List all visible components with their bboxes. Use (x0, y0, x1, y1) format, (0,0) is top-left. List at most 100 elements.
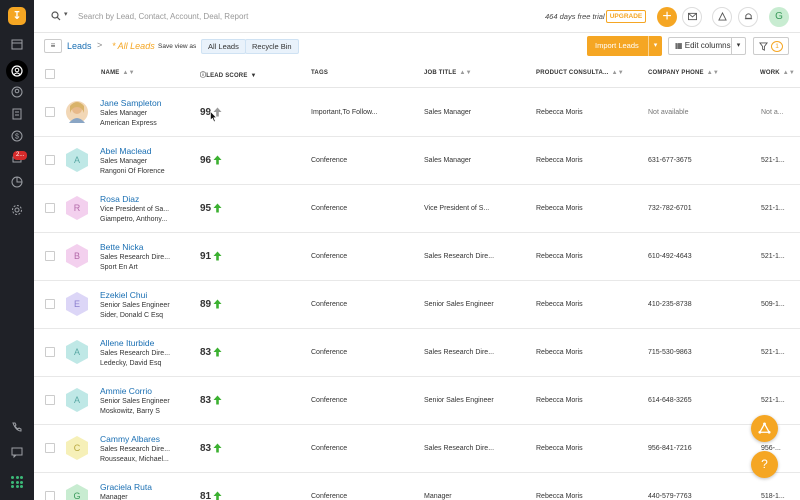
lead-company-phone: Not available (648, 109, 689, 116)
lead-score-value: 95 (200, 203, 212, 214)
lead-title: Sales Research Dire... (100, 446, 171, 453)
mail-icon[interactable] (682, 7, 702, 27)
filter-count-badge: 1 (771, 41, 783, 52)
edit-columns-button[interactable]: ▦ Edit columns ▾ (668, 37, 746, 55)
apps-grid-icon[interactable] (11, 476, 23, 488)
network-triangle-icon[interactable] (751, 415, 778, 442)
lead-score-value: 99 (200, 107, 212, 118)
score-up-arrow-icon (213, 251, 222, 261)
column-header-work[interactable]: WORK ▲▼ (760, 70, 796, 76)
row-checkbox[interactable] (45, 491, 55, 500)
avatar: G (65, 483, 89, 500)
lead-company-phone: 631-677-3675 (648, 157, 692, 164)
table-row[interactable]: G Graciela Ruta Manager 81 Conference Manager… (34, 473, 800, 500)
user-avatar[interactable]: G (769, 7, 789, 27)
column-header-tags[interactable]: TAGS (311, 70, 329, 76)
avatar-initial: B (73, 251, 80, 261)
lead-job-title: Sales Research Dire... (424, 349, 495, 356)
phone-icon[interactable] (9, 421, 25, 437)
select-all-checkbox[interactable] (45, 69, 55, 79)
row-checkbox[interactable] (45, 155, 55, 165)
avatar (65, 99, 89, 125)
lead-tags: Important,To Follow... (311, 109, 378, 116)
edit-columns-caret-icon[interactable]: ▾ (731, 38, 745, 54)
lead-name-link[interactable]: Ezekiel Chui (100, 290, 148, 300)
table-row[interactable]: A Ammie Corrio Senior Sales Engineer Moskow… (34, 377, 800, 425)
lead-name-link[interactable]: Ammie Corrio (100, 386, 152, 396)
avatar: A (65, 387, 89, 413)
help-button[interactable]: ? (751, 451, 778, 478)
table-row[interactable]: E Ezekiel Chui Senior Sales Engineer Sider,… (34, 281, 800, 329)
column-header-company-phone[interactable]: COMPANY PHONE ▲▼ (648, 70, 719, 76)
column-header-lead-score[interactable]: ⓘLEAD SCORE ▼ (200, 73, 257, 79)
leads-nav-icon[interactable] (6, 60, 28, 82)
row-checkbox[interactable] (45, 107, 55, 117)
lead-name-link[interactable]: Jane Sampleton (100, 98, 162, 108)
search-scope-caret-icon[interactable]: ▾ (64, 11, 68, 18)
lead-job-title: Sales Manager (424, 157, 472, 164)
breadcrumb-leads[interactable]: Leads (67, 41, 92, 51)
app-logo-icon[interactable]: ↧ (8, 7, 26, 25)
column-header-product-consultant[interactable]: PRODUCT CONSULTA... ▲▼ (536, 70, 624, 76)
lead-name-link[interactable]: Rosa Diaz (100, 194, 140, 204)
lead-name-link[interactable]: Graciela Ruta (100, 482, 152, 492)
avatar-initial: R (73, 203, 81, 213)
column-header-job-title[interactable]: JOB TITLE ▲▼ (424, 70, 472, 76)
row-checkbox[interactable] (45, 395, 55, 405)
lead-title: Sales Manager (100, 158, 148, 165)
row-checkbox[interactable] (45, 443, 55, 453)
score-up-arrow-icon (213, 395, 222, 405)
row-checkbox[interactable] (45, 347, 55, 357)
contact-icon[interactable] (9, 86, 25, 102)
avatar-initial: A (73, 155, 80, 165)
save-view-as-link[interactable]: Save view as (158, 43, 197, 50)
table-row[interactable]: A Abel Maclead Sales Manager Rangoni Of Flo… (34, 137, 800, 185)
row-checkbox[interactable] (45, 251, 55, 261)
filter-button[interactable]: 1 (753, 37, 789, 55)
column-header-name[interactable]: NAME ▲▼ (101, 70, 135, 76)
filter-icon (759, 42, 768, 51)
all-leads-view-pill[interactable]: All Leads (201, 39, 246, 54)
lead-name-link[interactable]: Bette Nicka (100, 242, 144, 252)
lead-company-phone: 610-492-4643 (648, 253, 692, 260)
reports-icon[interactable] (9, 176, 25, 192)
lead-product-consultant: Rebecca Moris (536, 253, 583, 260)
sort-icon: ▲▼ (706, 70, 719, 76)
table-row[interactable]: C Cammy Albares Sales Research Dire... Rous… (34, 425, 800, 473)
lead-score-value: 91 (200, 251, 212, 262)
add-plus-icon[interactable]: + (657, 7, 677, 27)
score-up-arrow-icon (213, 107, 222, 117)
svg-text:$: $ (15, 134, 19, 141)
lead-job-title: Sales Research Dire... (424, 253, 495, 260)
calendar-icon[interactable] (9, 38, 25, 54)
search-icon[interactable] (51, 11, 61, 21)
lead-name-link[interactable]: Abel Maclead (100, 146, 152, 156)
import-leads-button[interactable]: Import Leads ▾ (587, 36, 662, 56)
lead-work-phone: Not a... (761, 109, 784, 116)
deals-icon[interactable]: $ (9, 130, 25, 146)
lead-product-consultant: Rebecca Moris (536, 205, 583, 212)
row-checkbox[interactable] (45, 203, 55, 213)
chat-icon[interactable] (9, 446, 25, 462)
lead-work-phone: 956-... (761, 445, 781, 452)
lead-score-value: 81 (200, 491, 212, 500)
table-row[interactable]: R Rosa Diaz Vice President of Sa... Giampet… (34, 185, 800, 233)
recycle-bin-view-pill[interactable]: Recycle Bin (245, 39, 299, 54)
table-row[interactable]: A Allene Iturbide Sales Research Dire... Le… (34, 329, 800, 377)
table-row[interactable]: Jane Sampleton Sales Manager American Expr… (34, 89, 800, 137)
table-row[interactable]: B Bette Nicka Sales Research Dire... Sport … (34, 233, 800, 281)
lead-name-link[interactable]: Allene Iturbide (100, 338, 155, 348)
upgrade-button[interactable]: UPGRADE (606, 10, 646, 23)
lead-name-link[interactable]: Cammy Albares (100, 434, 160, 444)
bell-icon[interactable] (738, 7, 758, 27)
row-checkbox[interactable] (45, 299, 55, 309)
lead-company-phone: 614-648-3265 (648, 397, 692, 404)
lead-product-consultant: Rebecca Moris (536, 493, 583, 500)
view-toggle-icon[interactable]: ≡ (44, 39, 62, 53)
accounts-icon[interactable] (9, 108, 25, 124)
import-dropdown-caret-icon[interactable]: ▾ (648, 36, 662, 56)
settings-gear-icon[interactable] (9, 204, 25, 220)
search-input[interactable] (78, 9, 398, 23)
current-view-title: * All Leads (112, 41, 155, 51)
alert-icon[interactable] (712, 7, 732, 27)
